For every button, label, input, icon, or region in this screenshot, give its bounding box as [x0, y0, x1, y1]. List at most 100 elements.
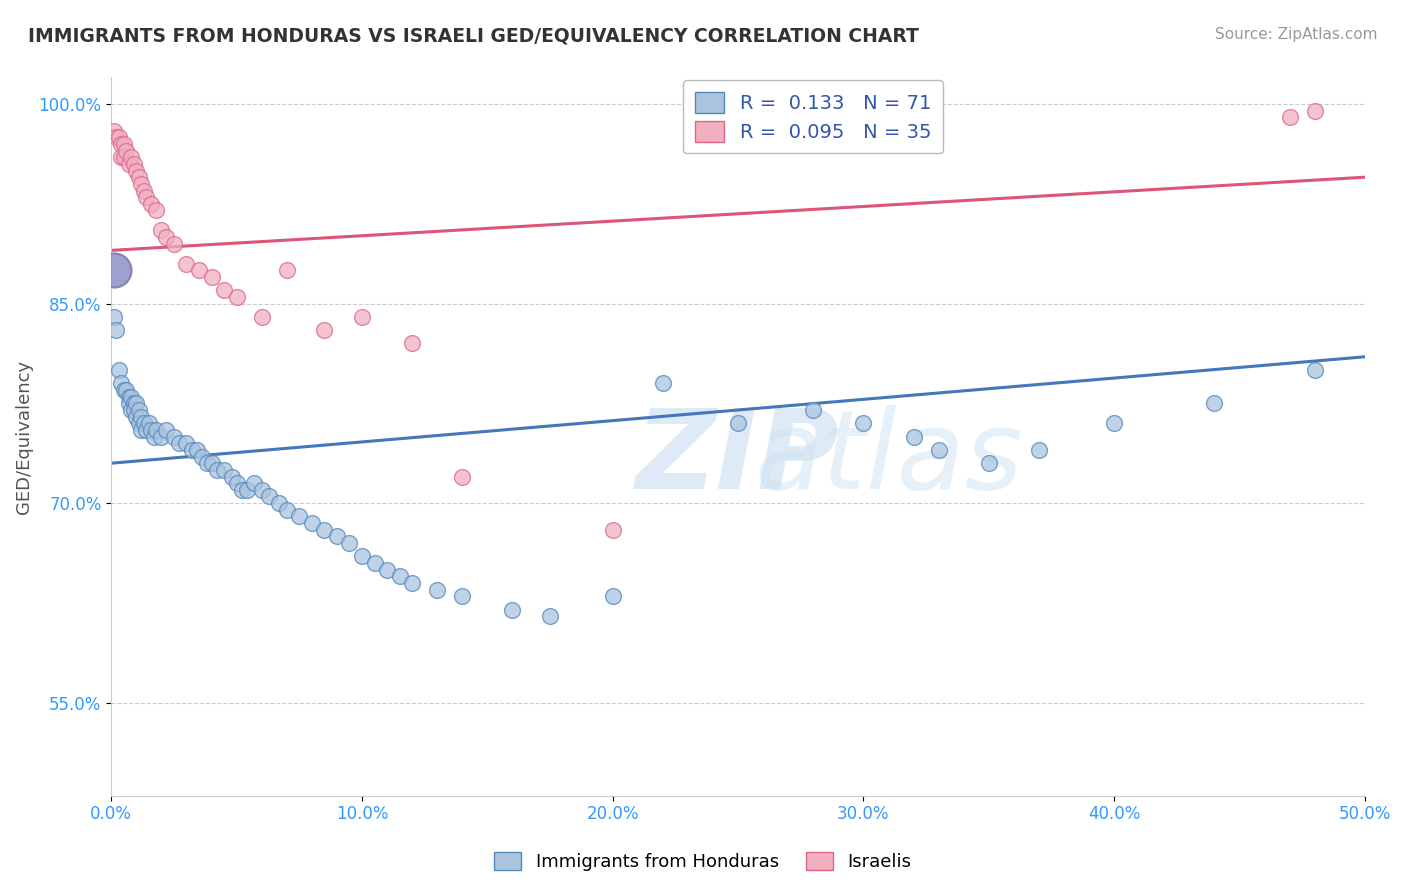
Text: atlas: atlas — [754, 405, 1022, 512]
Point — [107, 363, 129, 377]
Point — [120, 150, 142, 164]
Point — [155, 423, 177, 437]
Point — [301, 516, 323, 530]
Point — [269, 496, 291, 510]
Point — [131, 423, 153, 437]
Point — [1204, 396, 1226, 410]
Point — [451, 589, 474, 603]
Point — [375, 563, 398, 577]
Point — [363, 556, 385, 570]
Point — [176, 436, 198, 450]
Point — [276, 502, 298, 516]
Point — [120, 403, 142, 417]
Point — [250, 483, 273, 497]
Point — [426, 582, 449, 597]
Point — [221, 469, 243, 483]
Point — [122, 157, 145, 171]
Point — [288, 509, 311, 524]
Point — [1028, 442, 1050, 457]
Point — [118, 396, 141, 410]
Point — [118, 157, 141, 171]
Legend: Immigrants from Honduras, Israelis: Immigrants from Honduras, Israelis — [486, 845, 920, 879]
Point — [195, 456, 218, 470]
Point — [105, 130, 128, 145]
Point — [125, 163, 148, 178]
Point — [801, 403, 824, 417]
Point — [186, 442, 208, 457]
Point — [103, 123, 125, 137]
Point — [205, 463, 228, 477]
Point — [103, 263, 125, 277]
Point — [200, 456, 222, 470]
Point — [132, 184, 155, 198]
Point — [112, 150, 135, 164]
Point — [110, 136, 132, 151]
Point — [401, 336, 423, 351]
Point — [107, 130, 129, 145]
Point — [103, 310, 125, 324]
Point — [128, 170, 150, 185]
Point — [257, 490, 280, 504]
Point — [138, 417, 160, 431]
Point — [243, 476, 266, 491]
Point — [145, 203, 167, 218]
Text: ZIP: ZIP — [637, 405, 839, 512]
Point — [110, 376, 132, 391]
Point — [225, 290, 247, 304]
Point — [115, 383, 138, 397]
Point — [112, 136, 135, 151]
Point — [110, 150, 132, 164]
Point — [163, 236, 186, 251]
Point — [501, 602, 523, 616]
Point — [115, 144, 138, 158]
Y-axis label: GED/Equivalency: GED/Equivalency — [15, 359, 32, 514]
Point — [928, 442, 950, 457]
Text: Source: ZipAtlas.com: Source: ZipAtlas.com — [1215, 27, 1378, 42]
Point — [190, 450, 212, 464]
Point — [727, 417, 749, 431]
Point — [150, 223, 173, 237]
Point — [125, 409, 148, 424]
Point — [451, 469, 474, 483]
Point — [167, 436, 190, 450]
Point — [155, 230, 177, 244]
Point — [125, 396, 148, 410]
Point — [122, 396, 145, 410]
Text: IMMIGRANTS FROM HONDURAS VS ISRAELI GED/EQUIVALENCY CORRELATION CHART: IMMIGRANTS FROM HONDURAS VS ISRAELI GED/… — [28, 27, 920, 45]
Point — [250, 310, 273, 324]
Point — [118, 390, 141, 404]
Point — [602, 523, 624, 537]
Point — [1303, 103, 1326, 118]
Point — [401, 576, 423, 591]
Point — [276, 263, 298, 277]
Point — [128, 403, 150, 417]
Point — [212, 463, 235, 477]
Point — [132, 417, 155, 431]
Point — [326, 529, 349, 543]
Point — [350, 549, 373, 564]
Point — [142, 429, 165, 443]
Point — [120, 390, 142, 404]
Point — [150, 429, 173, 443]
Point — [977, 456, 1000, 470]
Point — [339, 536, 361, 550]
Point — [314, 323, 336, 337]
Point — [350, 310, 373, 324]
Point — [235, 483, 257, 497]
Point — [105, 323, 128, 337]
Point — [128, 417, 150, 431]
Point — [135, 423, 157, 437]
Point — [314, 523, 336, 537]
Point — [163, 429, 186, 443]
Point — [538, 609, 561, 624]
Point — [852, 417, 875, 431]
Point — [141, 196, 163, 211]
Point — [1278, 111, 1301, 125]
Legend: R =  0.133   N = 71, R =  0.095   N = 35: R = 0.133 N = 71, R = 0.095 N = 35 — [683, 80, 943, 153]
Point — [602, 589, 624, 603]
Point — [135, 190, 157, 204]
Point — [188, 263, 211, 277]
Point — [1303, 363, 1326, 377]
Point — [651, 376, 673, 391]
Point — [1102, 417, 1125, 431]
